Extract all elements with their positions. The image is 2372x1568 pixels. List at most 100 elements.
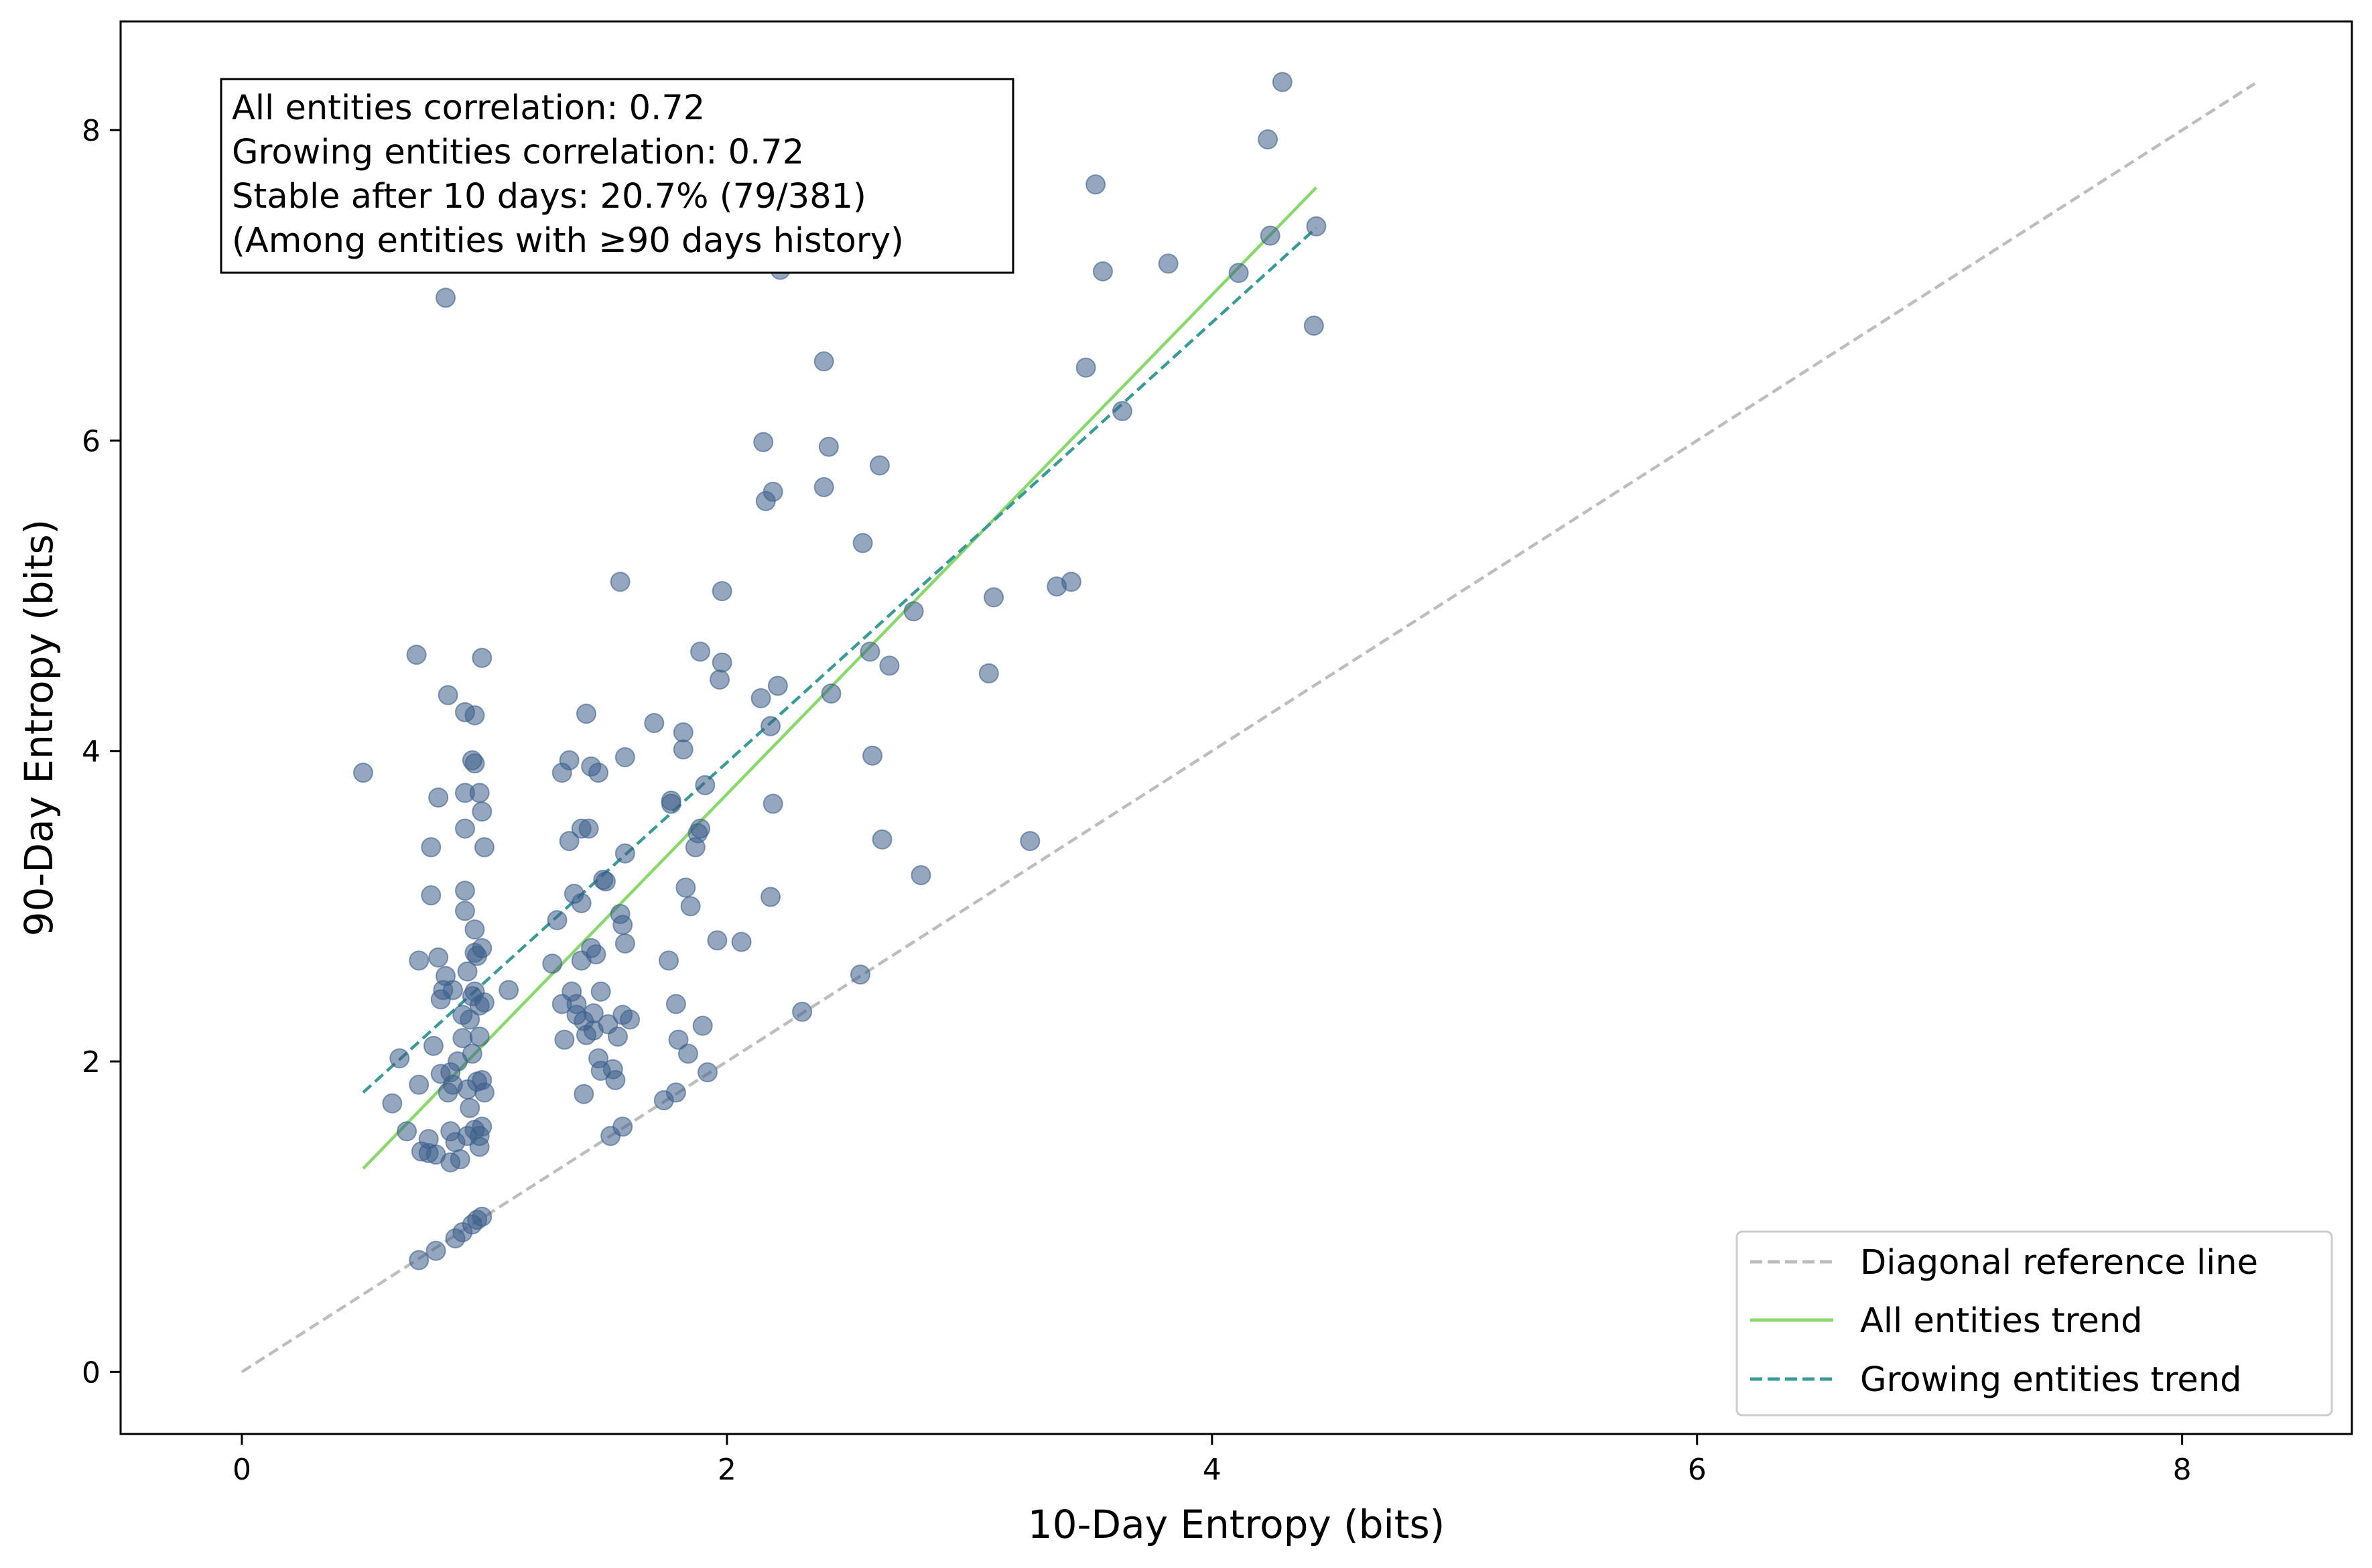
scatter-point [761, 887, 781, 907]
scatter-point [428, 947, 449, 968]
scatter-point [984, 587, 1004, 608]
scatter-point [571, 893, 592, 913]
scatter-point [761, 716, 781, 736]
scatter-point [612, 915, 633, 935]
scatter-point [677, 1043, 698, 1064]
scatter-point [661, 793, 681, 814]
scatter-point [472, 801, 492, 822]
scatter-point [753, 432, 774, 452]
y-tick-label: 2 [82, 1045, 101, 1080]
scatter-point [1260, 225, 1280, 246]
scatter-point [692, 1015, 713, 1036]
scatter-point [454, 818, 475, 839]
scatter-point [1272, 72, 1293, 92]
scatter-point [472, 1206, 492, 1227]
scatter-point [872, 829, 893, 850]
scatter-point [605, 1069, 626, 1090]
scatter-point [454, 880, 475, 901]
scatter-point [397, 1121, 417, 1142]
all-entities-trend-line [362, 186, 1318, 1170]
scatter-point [409, 1074, 430, 1095]
x-axis-ticks: 0 2 4 6 8 [233, 1434, 2192, 1487]
y-tick-label: 6 [82, 424, 101, 458]
scatter-point [442, 980, 463, 1000]
scatter-point [588, 763, 609, 783]
scatter-point [712, 652, 732, 673]
scatter-point [462, 1043, 482, 1064]
stats-line-note: (Among entities with ≥90 days history) [232, 221, 904, 261]
y-axis-label: 90-Day Entropy (bits) [16, 519, 62, 937]
scatter-point [767, 675, 788, 696]
scatter-point [813, 476, 834, 497]
scatter-point [612, 1116, 633, 1137]
scatter-point [850, 964, 870, 985]
scatter-point [1258, 129, 1278, 150]
scatter-point [712, 581, 732, 602]
scatter-point [1303, 316, 1324, 336]
y-tick-label: 0 [82, 1356, 101, 1390]
scatter-point [697, 1062, 718, 1083]
scatter-point [731, 931, 752, 952]
scatter-point [590, 981, 611, 1002]
scatter-point [469, 1136, 490, 1157]
x-tick-label: 2 [718, 1453, 736, 1487]
legend-label-all-trend: All entities trend [1860, 1301, 2143, 1341]
scatter-point [665, 1082, 686, 1103]
series-layer [241, 82, 2256, 1374]
scatter-point [879, 655, 900, 676]
x-tick-label: 4 [1203, 1453, 1222, 1487]
scatter-point [763, 793, 783, 814]
scatter-point [763, 481, 783, 502]
scatter-point [903, 601, 924, 622]
x-tick-label: 8 [2173, 1453, 2192, 1487]
scatter-point [352, 763, 373, 783]
scatter-point [409, 1250, 430, 1270]
scatter-point [1061, 572, 1081, 592]
scatter-point [595, 871, 616, 892]
x-tick-label: 0 [233, 1453, 251, 1487]
scatter-point [472, 1116, 492, 1137]
scatter-point [695, 775, 716, 795]
scatter-point [382, 1093, 403, 1114]
scatter-point [542, 954, 563, 974]
scatter-point [474, 837, 495, 858]
stats-line-all-correlation: All entities correlation: 0.72 [232, 88, 705, 128]
scatter-point [673, 722, 694, 742]
scatter-point [406, 645, 427, 665]
scatter-point [821, 683, 842, 704]
scatter-point [436, 287, 456, 308]
scatter-point [474, 992, 495, 1013]
points-layer [352, 72, 1327, 1270]
scatter-point [1092, 261, 1113, 281]
scatter-point [428, 787, 449, 808]
diagonal-reference-line [241, 82, 2256, 1374]
scatter-point [1306, 216, 1327, 237]
scatter-point [852, 533, 873, 553]
scatter-point [1158, 253, 1179, 274]
scatter-point [978, 663, 999, 683]
x-axis-label: 10-Day Entropy (bits) [1028, 1502, 1445, 1547]
legend-frame [1735, 1230, 2333, 1417]
scatter-point [464, 919, 485, 940]
scatter-point [668, 1029, 689, 1050]
scatter-point [421, 885, 442, 906]
y-tick-label: 8 [82, 114, 101, 148]
scatter-point [620, 1009, 641, 1030]
y-tick-label: 4 [82, 735, 101, 769]
scatter-point [559, 750, 580, 771]
stats-line-growing-correlation: Growing entities correlation: 0.72 [232, 133, 804, 172]
scatter-point [474, 1082, 495, 1103]
scatter-point [469, 783, 490, 803]
scatter-point [450, 1149, 470, 1169]
scatter-point [425, 1240, 446, 1261]
scatter-point [813, 351, 834, 372]
scatter-point [614, 933, 635, 954]
legend-label-growing-trend: Growing entities trend [1860, 1360, 2241, 1400]
scatter-point [1020, 831, 1041, 852]
stats-line-stable: Stable after 10 days: 20.7% (79/381) [232, 177, 866, 216]
scatter-point [472, 937, 492, 958]
scatter-point [1075, 357, 1096, 378]
scatter-point [614, 843, 635, 864]
scatter-point [869, 455, 890, 476]
